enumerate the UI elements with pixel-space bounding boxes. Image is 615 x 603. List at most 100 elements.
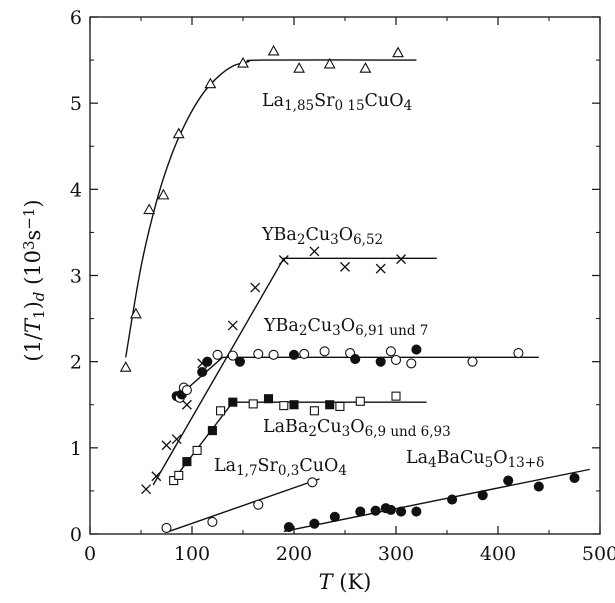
data-point-s2 [513, 347, 524, 359]
x-tick-label: 100 [174, 543, 210, 565]
data-point-s4 [307, 477, 318, 488]
data-point-s1 [250, 282, 261, 293]
data-point-s2 [202, 356, 213, 367]
y-tick-label: 0 [70, 524, 82, 546]
data-point-s3 [289, 400, 299, 410]
data-point-s1 [340, 261, 350, 272]
data-point-s2 [234, 356, 245, 367]
data-point-s3 [309, 406, 319, 416]
data-point-s1 [151, 471, 162, 482]
data-point-s0 [204, 77, 217, 89]
data-point-s3 [169, 476, 179, 486]
data-point-s4 [207, 516, 218, 527]
data-point-s2 [390, 354, 402, 365]
fit-line-series-5 [283, 468, 590, 533]
data-point-s0 [129, 307, 142, 319]
y-tick-label: 6 [70, 7, 82, 29]
data-point-s5 [447, 494, 458, 505]
annotation-lsco17: La1,7Sr0,3CuO4 [214, 456, 347, 479]
data-point-s0 [359, 62, 372, 73]
data-point-s1 [375, 263, 386, 274]
fit-line-series-2 [176, 356, 539, 399]
data-point-s1 [396, 254, 407, 265]
y-axis-label: (1/T1)d (103s−1) [20, 199, 48, 361]
data-point-s2 [212, 349, 223, 360]
data-point-s2 [375, 356, 386, 367]
x-axis-label: T (K) [319, 570, 372, 594]
data-point-s2 [197, 366, 208, 378]
data-point-s5 [309, 518, 320, 529]
data-point-s3 [355, 396, 365, 406]
data-point-s3 [207, 426, 217, 436]
data-point-s3 [248, 399, 258, 409]
data-point-s2 [385, 346, 396, 357]
x-tick-label: 0 [84, 543, 96, 565]
x-tick-label: 200 [276, 543, 312, 565]
data-point-s5 [533, 481, 544, 492]
data-point-s0 [172, 127, 185, 139]
data-point-s5 [411, 506, 422, 517]
data-point-s5 [283, 522, 294, 533]
data-point-s3 [228, 397, 238, 407]
y-axis-label-text: (1/T1)d (103s−1) [20, 199, 48, 361]
data-point-s2 [319, 346, 330, 357]
data-point-s2 [227, 350, 238, 361]
data-point-s3 [174, 470, 184, 480]
data-point-s1 [278, 255, 289, 265]
data-point-s2 [253, 348, 264, 359]
data-point-s5 [329, 511, 340, 522]
x-tick-label: 400 [480, 543, 516, 565]
data-point-s3 [325, 400, 335, 410]
data-point-s4 [161, 522, 172, 534]
annotation-labco: LaBa2Cu3O6,9 und 6,93 [263, 417, 451, 440]
y-tick-label: 3 [70, 266, 82, 288]
annotation-la4ba: La4BaCu5O13+δ [406, 448, 544, 471]
data-point-s1 [141, 484, 152, 495]
data-point-s4 [253, 499, 264, 510]
data-point-s2 [406, 358, 417, 369]
annotation-ybco691: YBa2Cu3O6,91 und 7 [263, 316, 428, 339]
data-points [119, 44, 580, 534]
annotation-ybco652: YBa2Cu3O6,52 [261, 225, 383, 248]
data-point-s3 [263, 394, 274, 404]
y-tick-label: 4 [70, 179, 82, 201]
data-point-s2 [467, 356, 478, 367]
data-point-s2 [268, 349, 279, 360]
data-point-s0 [119, 361, 132, 372]
data-point-s2 [299, 348, 310, 359]
data-point-s3 [279, 401, 289, 411]
fit-line-series-1 [152, 257, 437, 486]
data-point-s2 [411, 344, 422, 355]
y-tick-label: 2 [70, 352, 82, 374]
data-point-s0 [157, 188, 170, 200]
data-point-s3 [182, 457, 192, 467]
data-point-s3 [391, 391, 401, 401]
series-annotations: La1,85Sr0 15CuO4 YBa2Cu3O6,52 YBa2Cu3O6,91… [214, 91, 544, 479]
x-tick-label: 500 [582, 543, 615, 565]
x-tick-label: 300 [378, 543, 414, 565]
axes: 0 100 200 300 400 500 0 1 2 3 4 5 6 T (K) (1/T1)d (103… [20, 7, 615, 594]
data-point-s5 [503, 475, 514, 486]
data-point-s2 [288, 349, 300, 360]
data-point-s2 [181, 385, 192, 396]
fit-line-series-4 [166, 478, 320, 533]
data-point-s0 [392, 46, 404, 58]
y-tick-label: 5 [70, 93, 82, 115]
data-point-s0 [293, 62, 306, 73]
data-point-s5 [569, 472, 580, 484]
data-point-s0 [237, 56, 249, 68]
fit-line-series-0 [125, 59, 417, 358]
data-point-s1 [181, 399, 192, 410]
data-point-s1 [171, 434, 182, 445]
y-tick-label: 1 [70, 438, 82, 460]
data-point-s5 [385, 504, 396, 515]
data-point-s5 [355, 506, 366, 517]
data-point-s5 [396, 506, 407, 517]
data-point-s3 [192, 445, 202, 455]
data-point-s1 [161, 440, 172, 451]
data-point-s0 [323, 57, 336, 69]
data-point-s5 [477, 490, 488, 501]
data-point-s1 [227, 320, 238, 331]
data-point-s0 [267, 44, 280, 56]
